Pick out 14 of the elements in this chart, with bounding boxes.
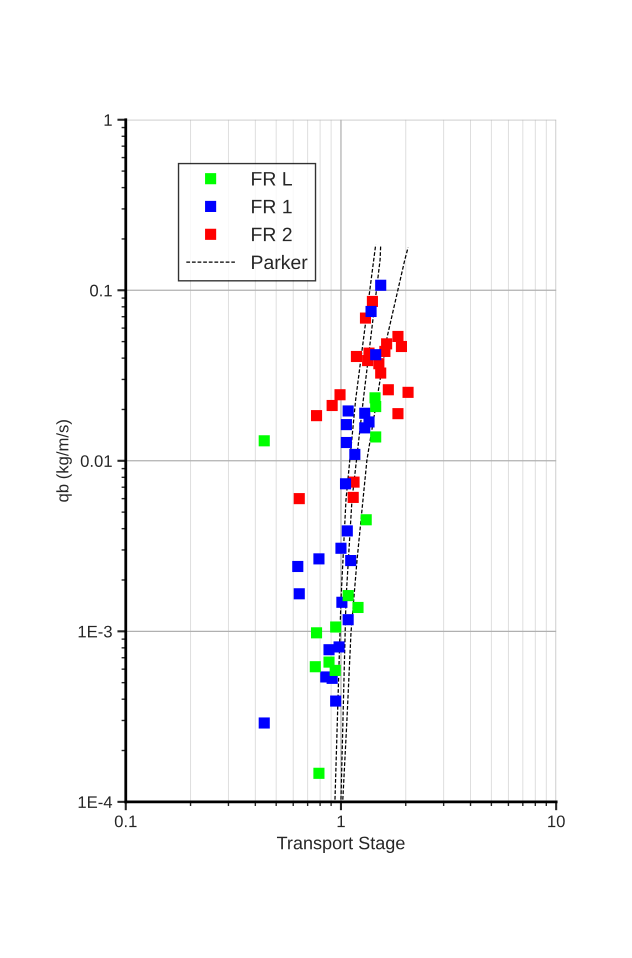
x-tick-label: 0.1 [114, 815, 137, 828]
x-tick-label: 10 [548, 815, 565, 828]
legend-label: Parker [252, 254, 308, 270]
legend-label: FR 2 [252, 228, 292, 242]
legend-label: FR L [252, 172, 292, 186]
y-tick-label: 1 [104, 114, 112, 126]
x-axis-title: Transport Stage [276, 836, 405, 853]
y-tick-label: 0.1 [90, 284, 112, 296]
y-tick-label: 1E-3 [78, 626, 112, 638]
legend-label: FR 1 [252, 200, 292, 214]
x-tick-label: 1 [338, 816, 345, 828]
y-tick-label: 1E-4 [78, 796, 112, 808]
y-axis-title: qb (kg/m/s) [56, 420, 72, 502]
y-tick-label: 0.01 [80, 455, 112, 467]
